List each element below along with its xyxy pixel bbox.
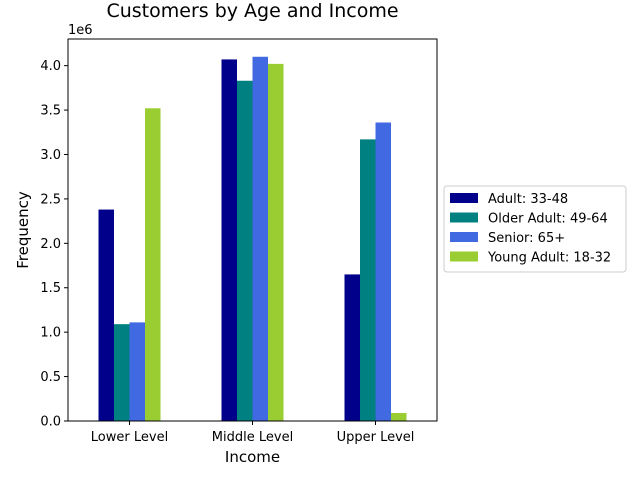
y-tick-label: 0.5 (40, 370, 61, 385)
y-tick-label: 4.0 (40, 59, 61, 74)
bar-lower-level-adult-33-48 (98, 209, 114, 421)
y-axis-ticks: 0.0 0.5 1.0 1.5 2.0 2.5 3.0 3.5 4.0 (40, 59, 68, 430)
x-tick-label: Middle Level (212, 430, 293, 445)
x-tick-label: Lower Level (91, 430, 168, 445)
x-axis-label: Income (225, 448, 280, 466)
bar-middle-level-adult-33-48 (221, 59, 237, 422)
y-tick-label: 2.0 (40, 237, 61, 252)
bar-lower-level-young-adult-18-32 (145, 108, 161, 421)
legend-swatch (450, 232, 478, 242)
bar-upper-level-adult-33-48 (344, 274, 360, 421)
y-axis-label: Frequency (14, 191, 32, 269)
bar-middle-level-senior-65 (252, 56, 268, 421)
bars-group (98, 56, 407, 422)
y-tick-label: 3.0 (40, 148, 61, 163)
legend-frame (443, 185, 627, 273)
chart-title: Customers by Age and Income (106, 0, 398, 22)
legend-swatch (450, 251, 478, 262)
x-tick-label: Upper Level (337, 430, 415, 445)
x-axis-ticks: Lower Level Middle Level Upper Level (91, 421, 415, 445)
y-tick-label: 2.5 (40, 192, 61, 207)
legend-label: Young Adult: 18-32 (487, 251, 611, 266)
legend-label: Senior: 65+ (488, 231, 565, 246)
y-tick-label: 1.0 (40, 326, 61, 341)
bar-upper-level-young-adult-18-32 (391, 413, 407, 421)
bar-lower-level-senior-65 (129, 322, 145, 421)
bar-upper-level-older-adult-49-64 (360, 139, 376, 421)
plot-frame (67, 38, 438, 422)
bar-middle-level-older-adult-49-64 (237, 80, 253, 422)
legend-swatch (450, 193, 478, 203)
bar-upper-level-senior-65 (375, 122, 391, 422)
y-axis-offset-text: 1e6 (68, 23, 93, 38)
legend-swatch (450, 212, 478, 223)
legend: Adult: 33-48 Older Adult: 49-64 Senior: 65… (443, 185, 627, 273)
bar-middle-level-young-adult-18-32 (268, 63, 284, 421)
y-tick-label: 1.5 (40, 281, 61, 296)
y-tick-label: 3.5 (40, 104, 61, 119)
y-tick-label: 0.0 (40, 415, 61, 430)
legend-label: Adult: 33-48 (488, 192, 568, 207)
bar-lower-level-older-adult-49-64 (114, 324, 130, 421)
legend-label: Older Adult: 49-64 (488, 212, 608, 227)
